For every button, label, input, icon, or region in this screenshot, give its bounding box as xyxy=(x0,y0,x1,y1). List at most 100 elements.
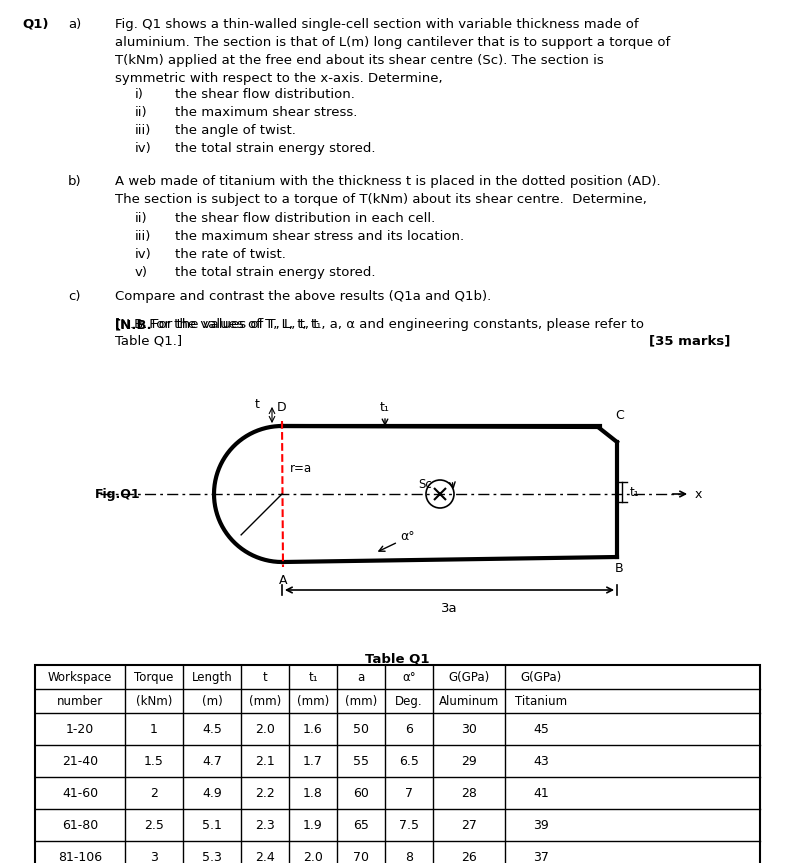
Text: 1.5: 1.5 xyxy=(144,754,164,767)
Text: 2.5: 2.5 xyxy=(144,818,164,831)
Text: 5.3: 5.3 xyxy=(202,851,222,863)
Text: Compare and contrast the above results (Q1a and Q1b).: Compare and contrast the above results (… xyxy=(115,290,491,303)
Text: 1-20: 1-20 xyxy=(66,722,94,735)
Text: the shear flow distribution in each cell.: the shear flow distribution in each cell… xyxy=(175,212,435,225)
Text: 70: 70 xyxy=(353,851,369,863)
Text: 39: 39 xyxy=(533,818,549,831)
Text: A: A xyxy=(279,574,287,587)
Text: Table Q1: Table Q1 xyxy=(365,653,430,666)
Text: For the values of T, L, t, t₁, a, α and engineering constants, please refer to: For the values of T, L, t, t₁, a, α and … xyxy=(145,318,644,331)
Text: i): i) xyxy=(135,88,144,101)
Text: 2.0: 2.0 xyxy=(255,722,275,735)
Text: (mm): (mm) xyxy=(249,695,281,708)
Text: t₁: t₁ xyxy=(380,401,390,414)
Text: 37: 37 xyxy=(533,851,549,863)
Text: 2.0: 2.0 xyxy=(303,851,323,863)
Text: 61-80: 61-80 xyxy=(62,818,98,831)
Text: 29: 29 xyxy=(461,754,477,767)
Text: ii): ii) xyxy=(135,106,147,119)
Text: α°: α° xyxy=(402,671,416,683)
Text: [35 marks]: [35 marks] xyxy=(649,334,730,347)
Text: 5.1: 5.1 xyxy=(202,818,222,831)
Text: G(GPa): G(GPa) xyxy=(448,671,490,683)
Text: 41: 41 xyxy=(533,786,549,799)
Text: Torque: Torque xyxy=(135,671,174,683)
Text: t₁: t₁ xyxy=(630,486,640,499)
Text: D: D xyxy=(277,401,287,414)
Text: 1.8: 1.8 xyxy=(303,786,323,799)
Text: t: t xyxy=(263,671,267,683)
Text: 65: 65 xyxy=(353,818,369,831)
Text: Q1): Q1) xyxy=(22,18,49,31)
Text: Deg.: Deg. xyxy=(395,695,423,708)
Text: the angle of twist.: the angle of twist. xyxy=(175,124,296,137)
Text: 4.9: 4.9 xyxy=(202,786,222,799)
Text: the total strain energy stored.: the total strain energy stored. xyxy=(175,266,376,279)
Text: t₁: t₁ xyxy=(308,671,318,683)
Text: 50: 50 xyxy=(353,722,369,735)
Text: 26: 26 xyxy=(461,851,477,863)
Text: the maximum shear stress.: the maximum shear stress. xyxy=(175,106,357,119)
Text: the rate of twist.: the rate of twist. xyxy=(175,248,286,261)
Text: Fig. Q1 shows a thin-walled single-cell section with variable thickness made of
: Fig. Q1 shows a thin-walled single-cell … xyxy=(115,18,670,85)
Text: 45: 45 xyxy=(533,722,549,735)
Text: (kNm): (kNm) xyxy=(136,695,172,708)
Text: (mm): (mm) xyxy=(297,695,329,708)
Text: 21-40: 21-40 xyxy=(62,754,98,767)
Text: a: a xyxy=(357,671,365,683)
Text: 8: 8 xyxy=(405,851,413,863)
Text: the shear flow distribution.: the shear flow distribution. xyxy=(175,88,355,101)
Text: 60: 60 xyxy=(353,786,369,799)
Text: 2.4: 2.4 xyxy=(256,851,275,863)
Text: 30: 30 xyxy=(461,722,477,735)
Text: iii): iii) xyxy=(135,230,151,243)
Bar xyxy=(35,665,760,863)
Text: G(GPa): G(GPa) xyxy=(521,671,562,683)
Text: Titanium: Titanium xyxy=(515,695,567,708)
Text: 1.7: 1.7 xyxy=(303,754,323,767)
Text: 41-60: 41-60 xyxy=(62,786,98,799)
Text: Workspace: Workspace xyxy=(48,671,112,683)
Text: Aluminum: Aluminum xyxy=(439,695,499,708)
Text: 1.6: 1.6 xyxy=(303,722,323,735)
Text: 3a: 3a xyxy=(441,602,458,615)
Text: Sc: Sc xyxy=(418,477,432,490)
Text: [N.B. For the values of T, L, t, t: [N.B. For the values of T, L, t, t xyxy=(115,318,318,331)
Text: 81-106: 81-106 xyxy=(58,851,102,863)
Text: 3: 3 xyxy=(150,851,158,863)
Text: B: B xyxy=(615,562,623,575)
Text: 1.9: 1.9 xyxy=(303,818,323,831)
Text: 7: 7 xyxy=(405,786,413,799)
Text: 2.3: 2.3 xyxy=(256,818,275,831)
Text: 6.5: 6.5 xyxy=(399,754,419,767)
Text: 1: 1 xyxy=(150,722,158,735)
Text: Fig.Q1: Fig.Q1 xyxy=(95,488,141,501)
Text: A web made of titanium with the thickness t is placed in the dotted position (AD: A web made of titanium with the thicknes… xyxy=(115,175,661,206)
Text: 55: 55 xyxy=(353,754,369,767)
Text: (mm): (mm) xyxy=(345,695,377,708)
Text: (m): (m) xyxy=(201,695,222,708)
Text: 28: 28 xyxy=(461,786,477,799)
Text: Length: Length xyxy=(192,671,232,683)
Text: a): a) xyxy=(68,18,81,31)
Text: iv): iv) xyxy=(135,142,152,155)
Text: C: C xyxy=(615,409,624,422)
Text: 7.5: 7.5 xyxy=(399,818,419,831)
Text: 4.7: 4.7 xyxy=(202,754,222,767)
Text: Table Q1.]: Table Q1.] xyxy=(115,334,182,347)
Text: 4.5: 4.5 xyxy=(202,722,222,735)
Text: number: number xyxy=(57,695,103,708)
Text: iv): iv) xyxy=(135,248,152,261)
Text: ii): ii) xyxy=(135,212,147,225)
Text: α°: α° xyxy=(400,531,415,544)
Text: 43: 43 xyxy=(533,754,549,767)
Text: iii): iii) xyxy=(135,124,151,137)
Text: 27: 27 xyxy=(461,818,477,831)
Text: x: x xyxy=(695,488,702,501)
Text: 2: 2 xyxy=(150,786,158,799)
Text: 2.1: 2.1 xyxy=(256,754,275,767)
Text: b): b) xyxy=(68,175,82,188)
Text: t: t xyxy=(255,398,259,411)
Text: v): v) xyxy=(135,266,148,279)
Text: the total strain energy stored.: the total strain energy stored. xyxy=(175,142,376,155)
